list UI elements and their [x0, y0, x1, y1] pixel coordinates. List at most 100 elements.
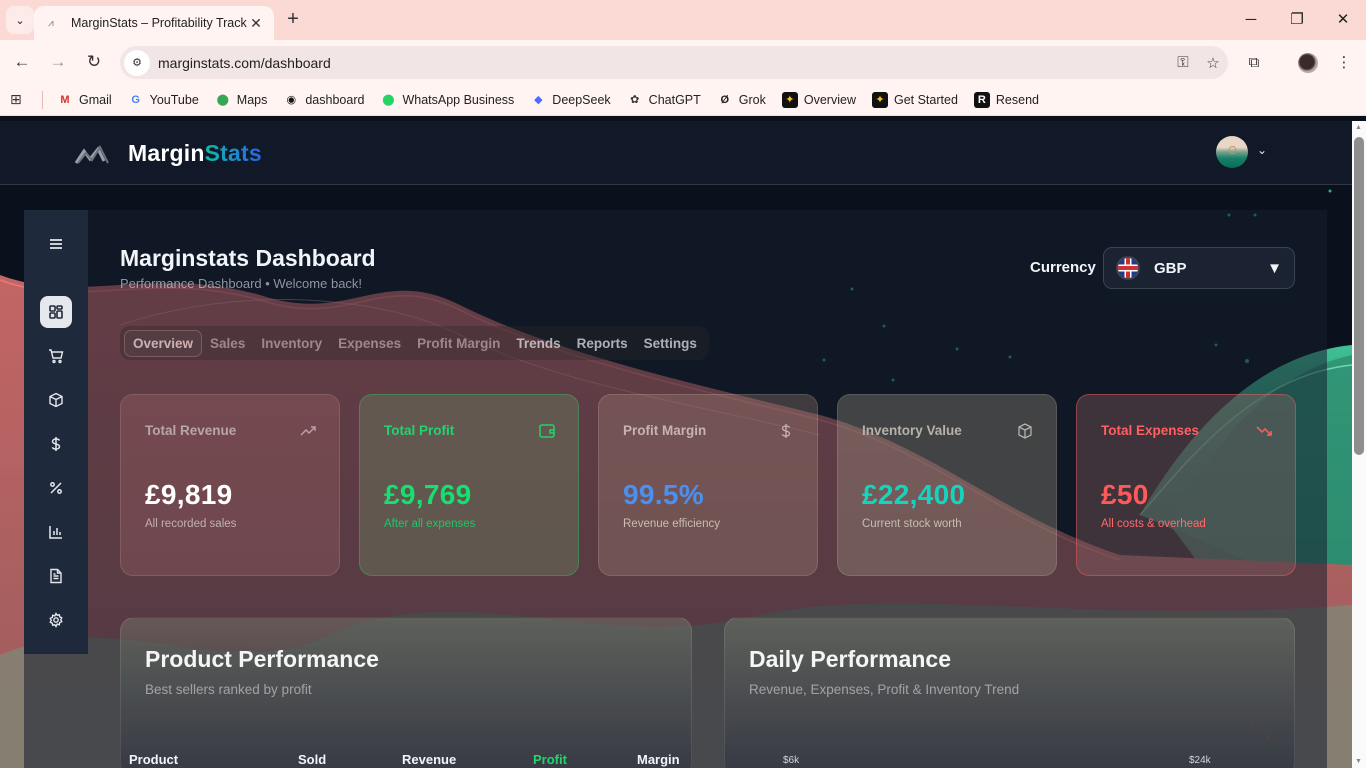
- tab-expenses[interactable]: Expenses: [338, 335, 402, 351]
- stat-card-inventory-value: Inventory Value £22,400 Current stock wo…: [837, 394, 1057, 576]
- reload-button[interactable]: ↻: [86, 52, 102, 71]
- more-menu-icon[interactable]: ⋮: [1336, 54, 1352, 71]
- box-icon: [1018, 423, 1032, 439]
- user-avatar[interactable]: [1216, 136, 1248, 168]
- sidebar-item-expenses[interactable]: [40, 428, 72, 460]
- product-performance-title: Product Performance: [145, 646, 379, 672]
- site-settings-icon[interactable]: ⚙: [124, 49, 150, 76]
- back-button[interactable]: ←: [13, 52, 31, 71]
- column-header-revenue[interactable]: Revenue: [402, 752, 457, 767]
- page-subtitle: Performance Dashboard • Welcome back!: [120, 276, 363, 291]
- address-bar[interactable]: ⚙ marginstats.com/dashboard ⚿ ☆: [120, 46, 1228, 79]
- section-tabs: Overview Sales Inventory Expenses Profit…: [120, 326, 709, 360]
- maps-pin-icon: ⬤: [216, 94, 229, 106]
- chevron-down-icon: ⌄: [15, 14, 25, 27]
- gmail-icon: M: [60, 93, 70, 106]
- box-icon: [49, 392, 63, 408]
- gear-icon: [49, 612, 63, 628]
- tab-trends[interactable]: Trends: [516, 335, 561, 351]
- new-tab-button[interactable]: +: [287, 8, 299, 30]
- browser-toolbar: ← → ↻ ⚙ marginstats.com/dashboard ⚿ ☆ ⧉ …: [0, 40, 1366, 84]
- tab-overview[interactable]: Overview: [124, 329, 203, 357]
- stat-subtext: All costs & overhead: [1101, 518, 1206, 530]
- sidebar-item-settings[interactable]: [40, 604, 72, 636]
- bookmark-chatgpt[interactable]: ✿ ChatGPT: [627, 92, 701, 108]
- sidebar-item-inventory[interactable]: [40, 384, 72, 416]
- stat-value: 99.5%: [623, 479, 704, 510]
- page-scrollbar[interactable]: ▲ ▼: [1352, 121, 1366, 768]
- stat-card-total-expenses: Total Expenses £50 All costs & overhead: [1076, 394, 1296, 576]
- currency-select[interactable]: GBP ▼: [1103, 247, 1295, 289]
- password-key-icon[interactable]: ⚿: [1177, 54, 1189, 71]
- daily-performance-subtitle: Revenue, Expenses, Profit & Inventory Tr…: [749, 682, 1020, 697]
- browser-tab-active[interactable]: ⩘ MarginStats – Profitability Track ✕: [34, 6, 274, 40]
- sidebar-item-profit-margin[interactable]: [40, 472, 72, 504]
- column-header-product[interactable]: Product: [129, 752, 179, 767]
- bookmark-gmail[interactable]: M Gmail: [57, 92, 111, 108]
- sidebar-item-sales[interactable]: [40, 340, 72, 372]
- tab-profit-margin[interactable]: Profit Margin: [417, 335, 501, 351]
- bookmark-get-started[interactable]: ✦ Get Started: [871, 91, 958, 108]
- stat-label: Total Expenses: [1101, 423, 1200, 438]
- bookmarks-bar: ⊞ M Gmail G YouTube ⬤ Maps ◉ dashboard ⬤ What…: [0, 84, 1366, 116]
- stat-subtext: Current stock worth: [862, 518, 962, 530]
- stat-label: Inventory Value: [862, 423, 962, 438]
- bookmark-grok[interactable]: Ø Grok: [717, 92, 766, 108]
- restore-button[interactable]: ❐: [1290, 11, 1304, 28]
- grok-icon: Ø: [720, 93, 730, 106]
- bookmark-resend[interactable]: R Resend: [973, 91, 1039, 108]
- github-icon: ◉: [286, 94, 297, 106]
- column-header-sold[interactable]: Sold: [298, 752, 327, 767]
- bookmark-whatsapp-business[interactable]: ⬤ WhatsApp Business: [382, 92, 515, 107]
- chevron-down-icon[interactable]: ⌄: [1257, 143, 1268, 157]
- chatgpt-icon: ✿: [630, 94, 640, 106]
- stat-label: Profit Margin: [623, 423, 707, 438]
- bookmark-deepseek[interactable]: ◆ DeepSeek: [530, 92, 611, 108]
- minimize-button[interactable]: ─: [1245, 11, 1257, 28]
- stat-label: Total Profit: [384, 423, 455, 438]
- stat-card-total-revenue: Total Revenue £9,819 All recorded sales: [120, 394, 340, 576]
- tab-settings[interactable]: Settings: [643, 335, 697, 351]
- apps-grid-icon[interactable]: ⊞: [10, 91, 22, 107]
- stat-subtext: All recorded sales: [145, 518, 237, 530]
- column-header-margin[interactable]: Margin: [637, 752, 680, 767]
- bar-chart-icon: [49, 526, 62, 539]
- dollar-icon: [781, 424, 791, 438]
- bookmark-youtube[interactable]: G YouTube: [128, 92, 198, 108]
- close-window-button[interactable]: ✕: [1336, 11, 1350, 28]
- tab-sales[interactable]: Sales: [210, 335, 246, 351]
- brand-name[interactable]: MarginStats: [128, 140, 262, 167]
- sidebar-item-overview[interactable]: [40, 296, 72, 328]
- sidebar-menu-toggle[interactable]: [40, 228, 72, 260]
- scroll-up-arrow-icon[interactable]: ▲: [1355, 124, 1362, 131]
- sidebar: [24, 210, 88, 654]
- trending-up-icon: [300, 426, 316, 436]
- close-tab-icon[interactable]: ✕: [250, 14, 262, 31]
- percent-icon: [50, 482, 62, 494]
- tab-search-button[interactable]: ⌄: [6, 6, 34, 34]
- sidebar-item-trends[interactable]: [40, 516, 72, 548]
- currency-label: Currency: [1030, 259, 1096, 276]
- dashboard-grid-icon: [49, 305, 63, 319]
- bookmark-overview[interactable]: ✦ Overview: [781, 91, 856, 108]
- browser-tabstrip: ⌄ ⩘ MarginStats – Profitability Track ✕ …: [0, 0, 1366, 40]
- cart-icon: [49, 349, 64, 364]
- url-text[interactable]: marginstats.com/dashboard: [158, 54, 331, 71]
- column-header-profit[interactable]: Profit: [533, 752, 567, 767]
- tab-inventory[interactable]: Inventory: [261, 335, 323, 351]
- tab-reports[interactable]: Reports: [576, 335, 628, 351]
- product-performance-card: Product Performance Best sellers ranked …: [120, 617, 692, 768]
- bookmark-star-icon[interactable]: ☆: [1206, 54, 1220, 72]
- extensions-icon[interactable]: ⧉: [1248, 54, 1260, 71]
- hamburger-icon: [50, 239, 62, 249]
- scrollbar-thumb[interactable]: [1354, 137, 1364, 455]
- browser-profile-avatar[interactable]: [1298, 53, 1318, 73]
- scroll-down-arrow-icon[interactable]: ▼: [1355, 758, 1362, 765]
- daily-performance-title: Daily Performance: [749, 646, 951, 672]
- bookmark-maps[interactable]: ⬤ Maps: [216, 92, 268, 107]
- bookmark-dashboard[interactable]: ◉ dashboard: [283, 92, 365, 108]
- forward-button[interactable]: →: [49, 52, 67, 71]
- stat-value: £50: [1101, 479, 1149, 510]
- spark-icon: ✦: [871, 91, 888, 108]
- sidebar-item-reports[interactable]: [40, 560, 72, 592]
